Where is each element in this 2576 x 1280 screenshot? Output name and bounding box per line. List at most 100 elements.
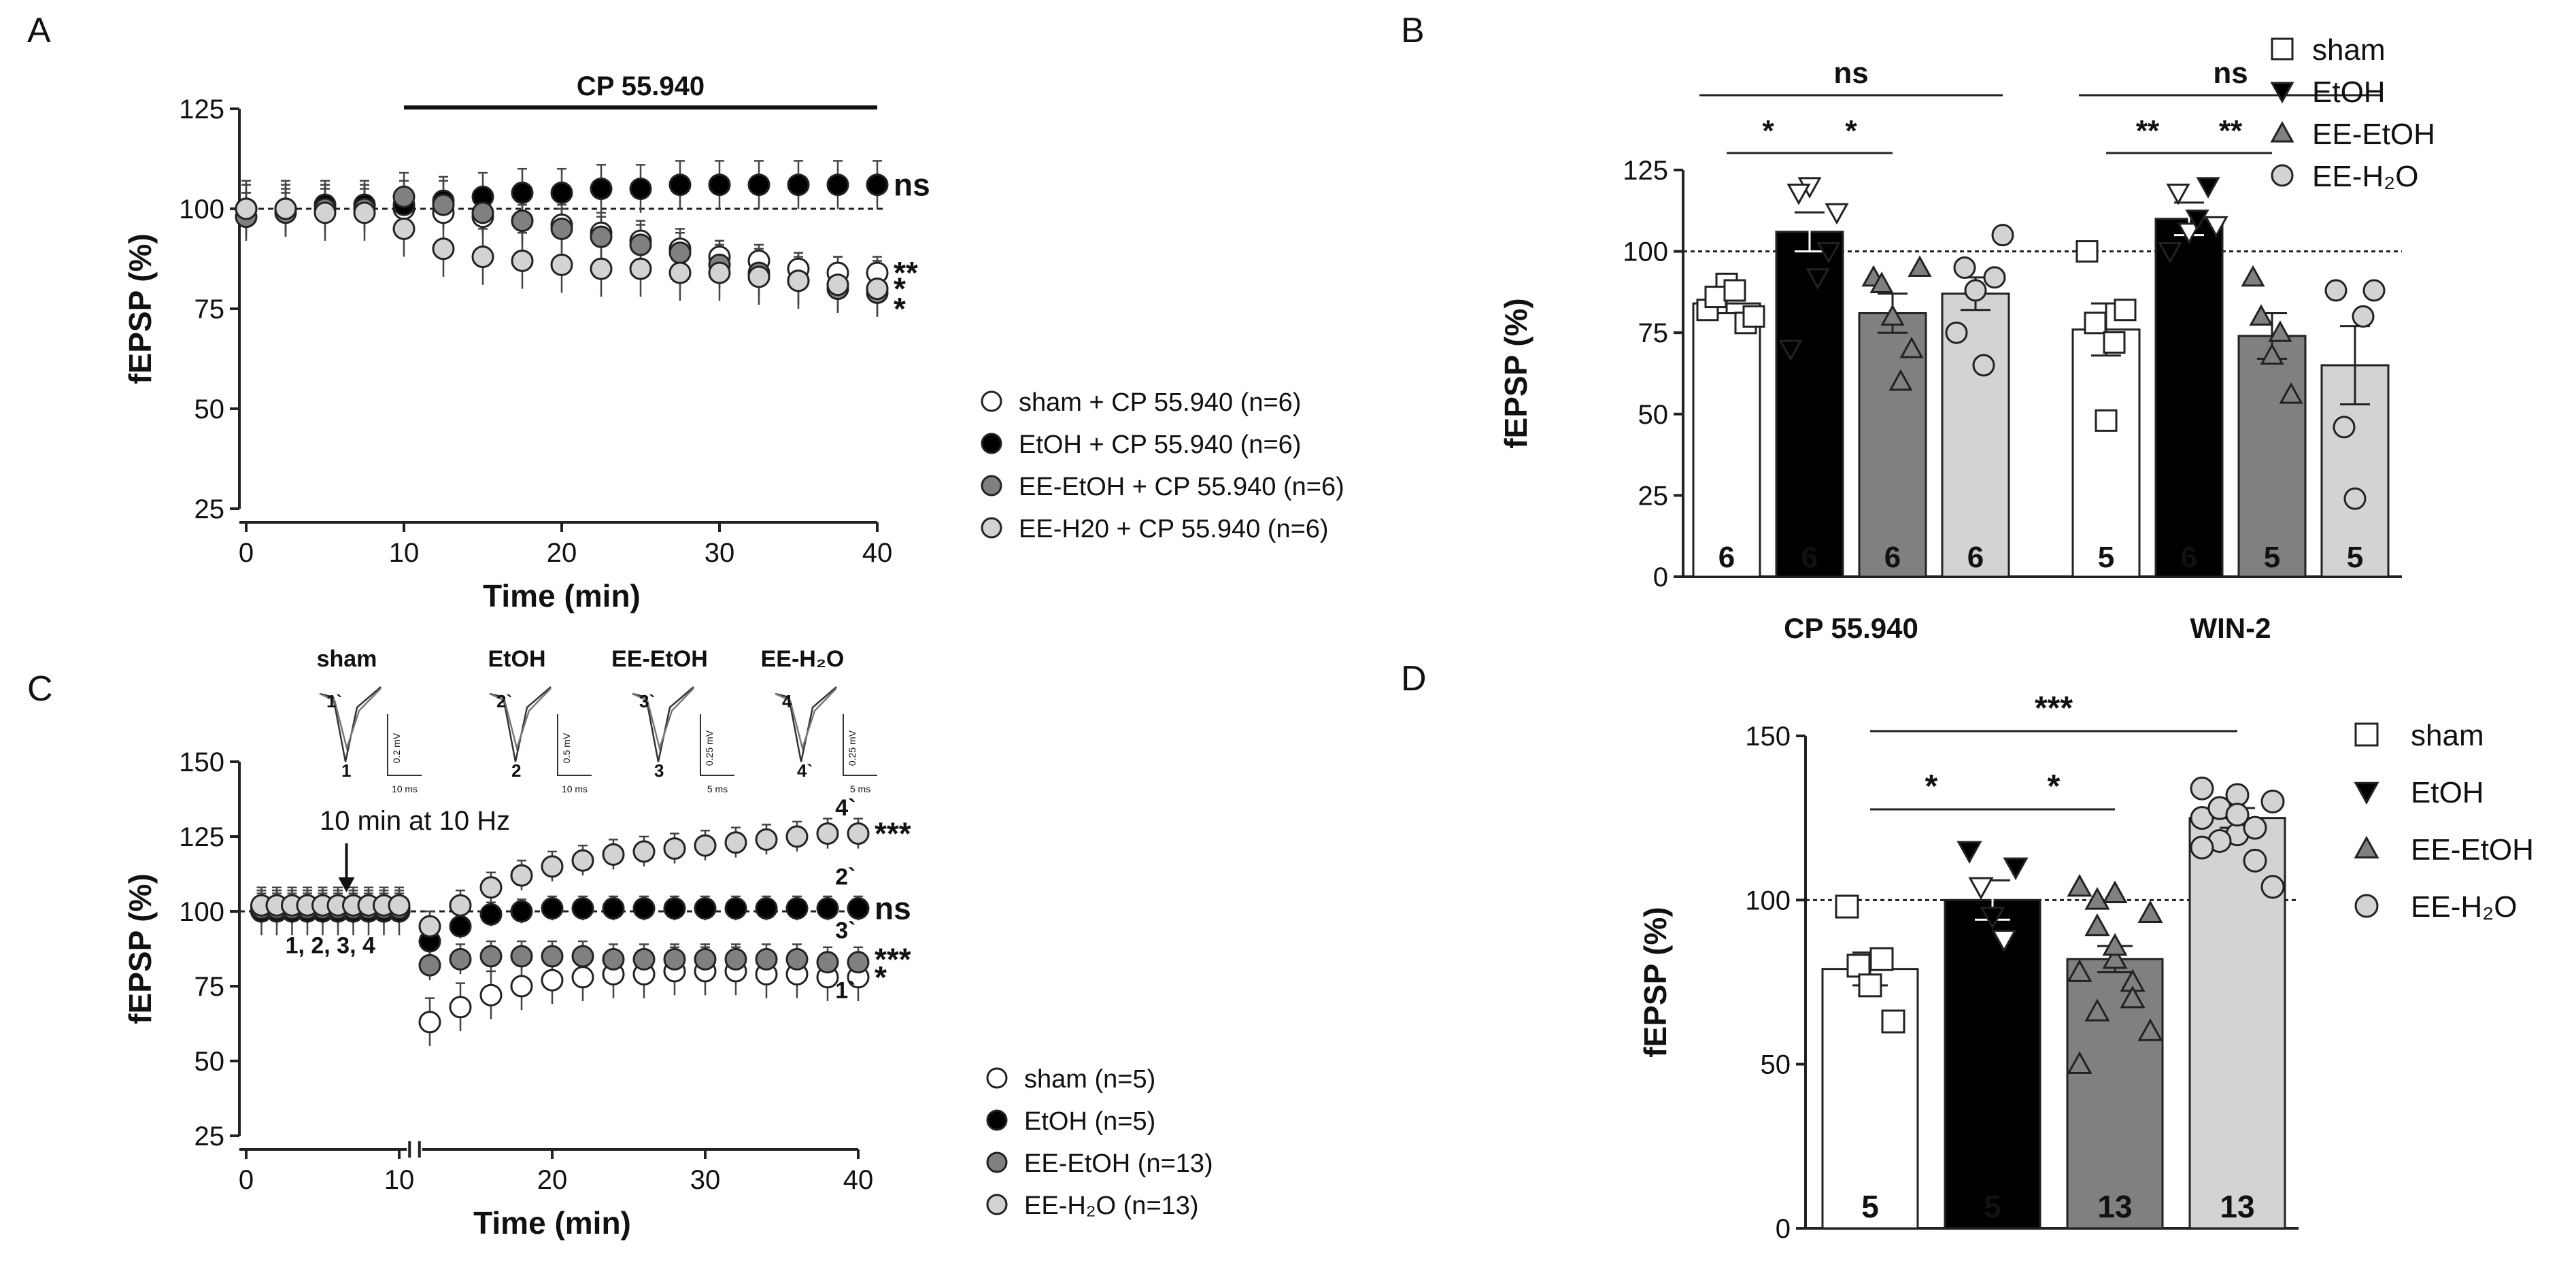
panel-b-data-point xyxy=(2084,311,2107,335)
panel-b-data-point xyxy=(1816,242,1841,264)
panel-b-legend-label: EE-EtOH xyxy=(2312,118,2435,151)
panel-b-legend-label: EE-H₂O xyxy=(2312,160,2418,193)
panel-b-data-point xyxy=(1806,268,1830,290)
panel-b-comparison-label: * xyxy=(1762,114,1774,148)
panel-a-legend-label: EtOH + CP 55.940 (n=6) xyxy=(1019,431,1301,459)
panel-c-x-tick-label: 40 xyxy=(843,1165,874,1195)
panel-b-data-point xyxy=(2352,305,2375,328)
panel-c-stimulus-label: 10 min at 10 Hz xyxy=(320,806,510,836)
panel-d-data-point xyxy=(2084,887,2110,910)
panel-c-y-tick-label: 75 xyxy=(194,972,225,1002)
panel-a-point-ee_h2o xyxy=(629,257,652,280)
panel-c-inset-marker: 3 xyxy=(654,760,664,781)
panel-a-point-ee_h2o xyxy=(668,261,692,284)
panel-b-bar-sham xyxy=(1692,302,1761,578)
panel-letter-a: A xyxy=(27,11,51,50)
panel-c-point-ee_etoh xyxy=(418,954,441,977)
panel-d-data-point xyxy=(2067,1051,2092,1074)
panel-c-point-ee_etoh xyxy=(479,945,503,968)
panel-c-baseline-label: 1, 2, 3, 4 xyxy=(286,933,375,959)
panel-b-comparison-label: ns xyxy=(2213,56,2248,90)
panel-b-data-point xyxy=(1945,321,1968,344)
panel-c-inset-scalebar xyxy=(843,714,877,776)
panel-a-point-etoh xyxy=(747,173,770,197)
panel-b-y-tick-label: 100 xyxy=(1623,237,1668,267)
panel-a-significance-label: * xyxy=(894,291,906,326)
panel-a-line-chart: 25 50 75 100 125 fEPSP (%) 0 10 20 30 40 Time (min)… xyxy=(122,71,1344,613)
panel-d-y-tick-label: 0 xyxy=(1776,1214,1791,1244)
panel-c-legend-label: EE-H₂O (n=13) xyxy=(1024,1192,1199,1220)
panel-c-inset-scale-label: 0.5 mV xyxy=(561,732,572,763)
panel-a-y-tick-label: 50 xyxy=(194,394,225,424)
panel-c-point-etoh xyxy=(663,897,686,920)
panel-b-data-point xyxy=(2333,416,2356,439)
panel-d-data-point xyxy=(1968,877,1994,900)
panel-b-data-point xyxy=(2260,343,2284,365)
panel-c-point-ee_h2o xyxy=(479,876,503,899)
panel-c-point-etoh xyxy=(632,897,656,920)
panel-c-point-ee_etoh xyxy=(632,947,656,971)
panel-b-y-tick-label: 25 xyxy=(1638,481,1669,511)
panel-a-point-ee_h2o xyxy=(392,217,416,240)
panel-d-data-point xyxy=(2102,946,2128,969)
panel-a-point-ee_h2o xyxy=(274,197,297,220)
panel-b-y-axis-label: fEPSP (%) xyxy=(1498,298,1533,449)
panel-c-point-ee_h2o xyxy=(663,837,686,860)
panel-a-point-ee_etoh xyxy=(629,233,652,256)
panel-c-y-tick-label: 50 xyxy=(194,1047,225,1077)
panel-a-legend-marker xyxy=(981,433,1002,454)
panel-c-point-ee_h2o xyxy=(510,864,533,887)
panel-b-data-point xyxy=(2204,216,2228,238)
panel-b-n-label: 6 xyxy=(1884,541,1901,574)
panel-c-point-ee_etoh xyxy=(541,945,564,968)
panel-c-point-ee_h2o xyxy=(541,855,564,878)
panel-b-data-point xyxy=(1869,271,1894,293)
panel-a-point-etoh xyxy=(590,178,613,201)
panel-c-inset-title: EE-H₂O xyxy=(761,646,845,672)
panel-c-point-etoh xyxy=(755,897,778,920)
panel-b-comparison-label: * xyxy=(1845,114,1857,148)
panel-a-point-ee_h2o xyxy=(826,273,849,297)
panel-c-x-axis-label: Time (min) xyxy=(473,1205,631,1241)
panel-c-inset-title: EtOH xyxy=(488,646,546,672)
panel-a-y-tick-label: 75 xyxy=(194,294,225,324)
panel-letter-d: D xyxy=(1401,659,1427,698)
panel-b-data-point xyxy=(1888,369,1913,391)
panel-a-legend-label: EE-EtOH + CP 55.940 (n=6) xyxy=(1019,473,1344,501)
panel-c-inset-time-label: 5 ms xyxy=(707,784,728,794)
panel-d-comparison-label: * xyxy=(2048,769,2061,805)
panel-a-significance-label: * xyxy=(894,271,906,307)
panel-b-legend-marker xyxy=(2271,37,2294,61)
panel-a-point-ee_etoh xyxy=(511,209,534,233)
panel-c-point-etoh xyxy=(449,915,472,938)
panel-a-point-etoh xyxy=(866,173,889,197)
panel-c-significance-label: *** xyxy=(875,941,911,977)
panel-b-y-tick-label: 125 xyxy=(1623,156,1668,186)
panel-d-n-label: 13 xyxy=(2097,1189,2132,1224)
panel-c-point-ee_h2o xyxy=(755,828,778,851)
panel-c-point-ee_h2o xyxy=(847,822,870,845)
panel-d-data-point xyxy=(2225,803,2250,827)
panel-b-bar-sham xyxy=(2071,328,2141,578)
panel-c-inset-marker: 2 xyxy=(511,760,521,781)
panel-d-bar-etoh xyxy=(1944,898,2041,1230)
panel-c-point-ee_h2o xyxy=(816,822,839,845)
panel-c-inset-scalebar xyxy=(387,714,422,776)
panel-d-data-point xyxy=(1858,973,1882,998)
panel-d-data-point xyxy=(2084,913,2110,937)
panel-c-point-ee_etoh xyxy=(785,947,809,971)
panel-a-point-etoh xyxy=(550,181,573,204)
panel-c-point-etoh xyxy=(510,900,533,923)
panel-c-inset-marker: 4 xyxy=(782,691,792,711)
panel-c-inset-trace xyxy=(319,688,382,752)
panel-b-n-label: 5 xyxy=(2347,541,2363,574)
panel-b-y-tick-label: 75 xyxy=(1638,318,1669,348)
panel-letter-c: C xyxy=(27,669,53,709)
panel-b-comparison-label: ** xyxy=(2219,114,2243,148)
panel-a-point-ee_etoh xyxy=(550,217,573,240)
panel-c-inset-marker: 1` xyxy=(326,691,342,711)
panel-d-data-point xyxy=(1991,929,2017,953)
panel-a-point-ee_h2o xyxy=(511,249,534,272)
panel-d-data-point xyxy=(2102,932,2128,956)
panel-b-data-point xyxy=(1825,203,1849,225)
